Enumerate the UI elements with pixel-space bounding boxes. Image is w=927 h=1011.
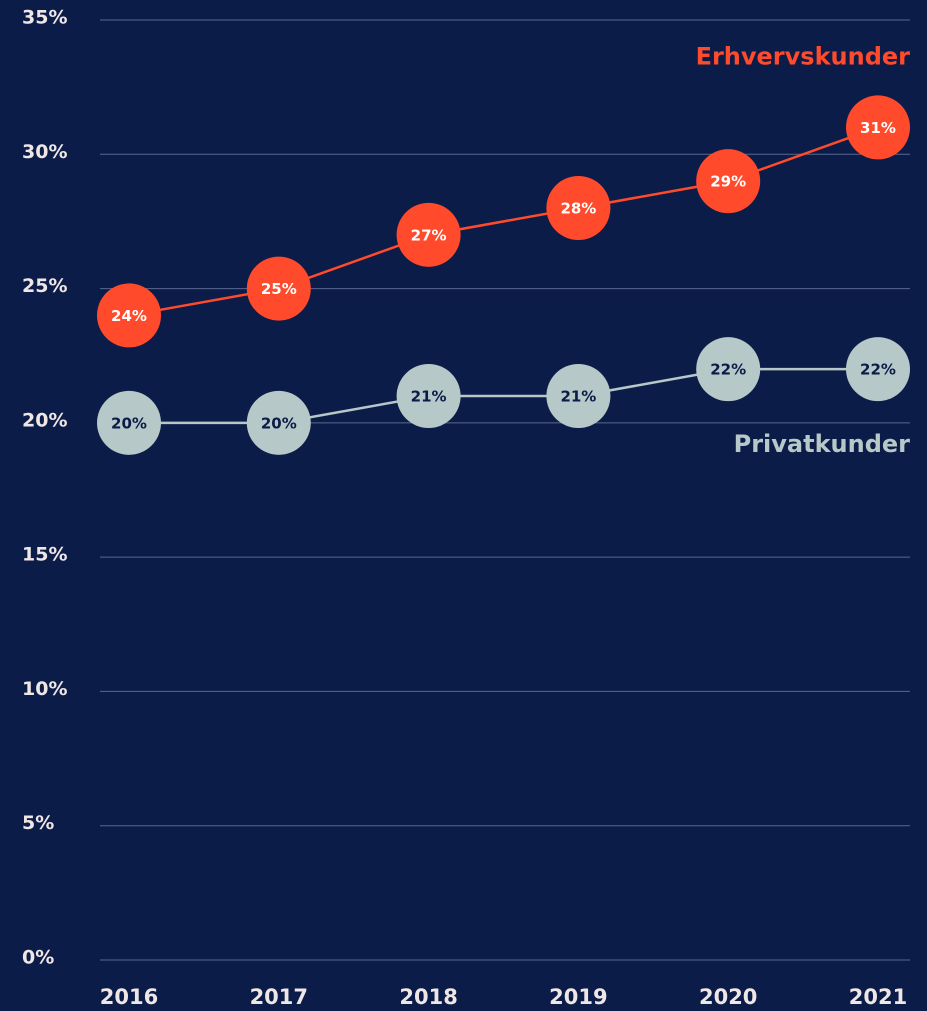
data-label: 25% <box>261 280 297 298</box>
data-point <box>97 283 161 348</box>
data-point <box>396 364 461 428</box>
data-point <box>696 149 761 214</box>
x-tick-label: 2021 <box>849 985 907 1009</box>
y-tick-label: 5% <box>22 812 54 834</box>
data-label: 21% <box>411 388 447 406</box>
data-point <box>846 337 910 402</box>
data-point <box>546 176 611 240</box>
data-point <box>246 256 311 321</box>
x-tick-label: 2020 <box>699 985 757 1009</box>
x-tick-label: 2017 <box>250 985 308 1009</box>
data-label: 22% <box>860 361 896 379</box>
data-label: 24% <box>111 307 147 325</box>
y-tick-label: 15% <box>22 544 67 566</box>
data-label: 20% <box>111 414 147 432</box>
y-tick-label: 35% <box>22 7 67 29</box>
data-label: 21% <box>560 388 596 406</box>
y-tick-label: 10% <box>22 678 67 700</box>
y-tick-label: 25% <box>22 275 67 297</box>
series-label: Erhvervskunder <box>696 42 911 70</box>
x-tick-label: 2016 <box>100 985 158 1009</box>
series-line <box>128 126 879 317</box>
data-label: 27% <box>411 226 447 244</box>
data-point <box>396 202 461 267</box>
data-label: 22% <box>710 361 746 379</box>
data-label: 31% <box>860 119 896 137</box>
x-tick-label: 2018 <box>399 985 457 1009</box>
x-tick-label: 2019 <box>549 985 607 1009</box>
data-point <box>846 95 910 160</box>
series-line <box>129 367 878 425</box>
data-point <box>246 390 311 455</box>
data-point <box>696 337 761 402</box>
y-tick-label: 20% <box>22 409 67 431</box>
series-label: Privatkunder <box>734 430 911 458</box>
data-point <box>97 390 161 455</box>
y-tick-label: 30% <box>22 141 67 163</box>
data-label: 20% <box>261 414 297 432</box>
data-label: 28% <box>560 200 596 218</box>
data-point <box>546 364 611 428</box>
y-tick-label: 0% <box>22 947 54 969</box>
data-label: 29% <box>710 173 746 191</box>
